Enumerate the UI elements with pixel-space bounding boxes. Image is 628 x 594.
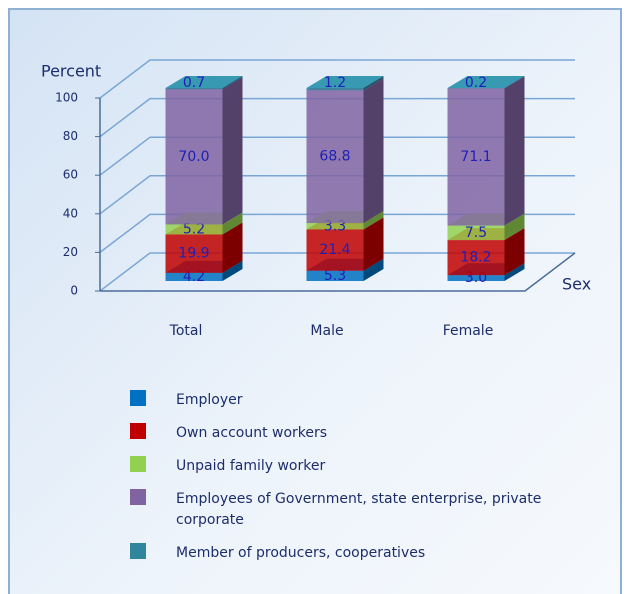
bar-side [363, 217, 384, 271]
y-tick-label: 0 [70, 284, 78, 298]
grid-line [99, 136, 575, 176]
value-label: 4.2 [183, 269, 205, 285]
y-tick-label: 40 [63, 206, 78, 220]
x-tick-label: Total [169, 323, 203, 339]
bar-side [363, 211, 384, 230]
y-tick-label: 100 [55, 91, 78, 105]
bar-side [363, 258, 384, 281]
legend-label: Member of producers, cooperatives [176, 545, 426, 561]
bar-top [447, 76, 525, 88]
bar [165, 89, 223, 225]
bar [165, 224, 223, 235]
y-axis-label: Percent [41, 62, 101, 81]
bar-side [222, 222, 243, 273]
value-label: 68.8 [319, 149, 350, 165]
bar-side [222, 260, 243, 281]
floor [100, 252, 576, 292]
bar-top [306, 76, 384, 88]
legend-swatch [130, 456, 146, 472]
value-label: 21.4 [319, 242, 350, 258]
value-label: 5.3 [324, 268, 346, 284]
bar-side [504, 228, 525, 276]
grid-line [99, 213, 575, 253]
bar [447, 88, 505, 226]
legend-swatch [130, 543, 146, 559]
bar-side [504, 76, 525, 226]
legend-item: Unpaid family worker [130, 456, 570, 477]
legend-label: Employees of Government, state enterpris… [176, 491, 542, 528]
legend-item: Own account workers [130, 423, 570, 444]
value-label: 71.1 [460, 149, 491, 165]
legend-swatch [130, 423, 146, 439]
legend-swatch [130, 489, 146, 505]
bar-side [363, 78, 384, 224]
value-label: 1.2 [324, 75, 346, 91]
legend-label: Unpaid family worker [176, 458, 326, 474]
legend-item: Employees of Government, state enterpris… [130, 489, 570, 531]
value-label: 0.7 [183, 75, 205, 91]
bar-side [222, 212, 243, 235]
bar-side [222, 76, 243, 90]
grid-line [99, 59, 575, 99]
bar [165, 272, 223, 281]
grid-line [99, 97, 575, 138]
bar [165, 234, 223, 273]
value-label: 18.2 [460, 250, 491, 266]
y-tick-label: 80 [63, 129, 78, 143]
x-tick-label: Male [310, 323, 343, 339]
legend: Employer Own account workers Unpaid family… [130, 390, 570, 576]
value-label: 19.9 [178, 246, 209, 262]
legend-swatch [130, 390, 146, 406]
value-label: 5.2 [183, 221, 205, 237]
grid-line [99, 175, 575, 215]
bar [447, 240, 505, 276]
bar-top [165, 76, 243, 88]
value-label: 70.0 [178, 149, 209, 165]
bar [447, 275, 505, 281]
bar-side [222, 77, 243, 225]
grid-line [99, 252, 575, 292]
x-axis-label: Sex [562, 275, 591, 294]
bar-side [504, 263, 525, 281]
bar-side [504, 213, 525, 241]
bar [306, 229, 364, 271]
bar-side [363, 76, 384, 91]
bar-side [504, 76, 525, 89]
value-label: 0.2 [465, 75, 487, 91]
y-tick-label: 60 [63, 168, 78, 182]
bar [306, 88, 364, 91]
value-label: 7.5 [465, 225, 487, 241]
bar [165, 88, 223, 90]
legend-label: Employer [176, 392, 243, 408]
legend-item: Employer [130, 390, 570, 411]
legend-item: Member of producers, cooperatives [130, 543, 570, 564]
bar [306, 90, 364, 224]
x-tick-label: Female [443, 323, 494, 339]
bar [306, 223, 364, 230]
bar [306, 270, 364, 281]
bar [447, 225, 505, 241]
y-tick-label: 20 [63, 245, 78, 259]
legend-label: Own account workers [176, 425, 328, 441]
